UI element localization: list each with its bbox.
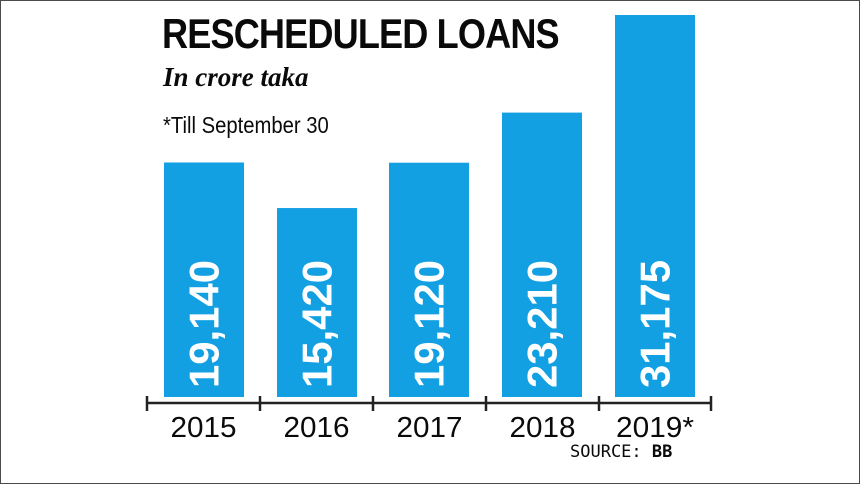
- x-axis-labels: 2015 2016 2017 2018 2019*: [171, 412, 695, 444]
- bar-2018: [502, 112, 582, 398]
- x-tick-label: 2019*: [616, 412, 694, 444]
- bar-value-label: 15,420: [294, 260, 341, 388]
- x-tick-label: 2018: [510, 412, 576, 444]
- source-credit: SOURCE: BB: [570, 442, 672, 462]
- chart-title: RESCHEDULED LOANS: [162, 10, 560, 57]
- x-tick-label: 2016: [284, 412, 350, 444]
- bar-2017: [389, 162, 469, 397]
- bars-group: [164, 15, 695, 398]
- source-value: BB: [651, 442, 673, 462]
- x-axis-ticks: [145, 396, 713, 411]
- bar-value-label: 23,210: [519, 260, 566, 388]
- x-tick-label: 2015: [171, 412, 237, 444]
- source-label: SOURCE:: [570, 442, 642, 462]
- bar-2015: [164, 162, 244, 397]
- bar-value-label: 31,175: [632, 260, 679, 388]
- bar-2016: [277, 208, 357, 397]
- footnote: *Till September 30: [163, 112, 329, 138]
- bar-labels-group: 19,140 15,420 19,120 23,210 31,175: [181, 260, 679, 388]
- bar-value-label: 19,140: [181, 260, 228, 388]
- x-tick-label: 2017: [397, 412, 463, 444]
- chart-subtitle: In crore taka: [163, 62, 309, 92]
- bar-value-label: 19,120: [406, 260, 453, 388]
- bar-2019: [615, 15, 695, 397]
